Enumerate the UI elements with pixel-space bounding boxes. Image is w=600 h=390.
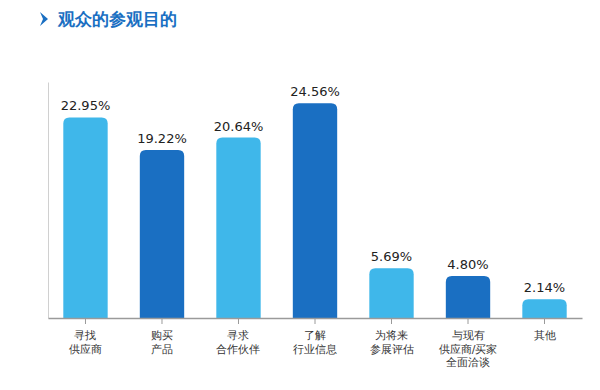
x-tick-label: 寻求合作伙伴 [216,329,260,356]
x-tick-mark [238,318,239,324]
data-label: 24.56% [290,84,340,99]
plot: 寻找供应商购买产品寻求合作伙伴了解行业信息为将来参展评估与现有供应商/买家全面洽… [49,83,583,370]
chart: 观众的参观目的寻找供应商购买产品寻求合作伙伴了解行业信息为将来参展评估与现有供应… [0,0,600,390]
x-tick-label: 购买产品 [151,329,173,356]
x-tick-mark [391,318,392,324]
data-labels: 22.95% 19.22% 20.64% 24.56% 5.69% 4.80% 2.14% [61,84,565,295]
bar [63,117,107,318]
x-tick-label-line: 全面洽谈 [446,356,490,369]
x-tick-mark [315,318,316,324]
data-label: 19.22% [137,131,187,146]
x-tick-mark [161,318,162,324]
x-tick-label-line: 参展评估 [370,343,414,356]
x-tick-label-line: 与现有 [452,329,485,342]
bar [522,299,566,318]
x-tick-mark [544,318,545,324]
x-tick: 了解行业信息 [293,318,337,356]
data-label: 22.95% [61,98,111,113]
y-axis-line [48,83,49,319]
x-tick-label: 其他 [534,329,556,342]
x-tick: 为将来参展评估 [370,318,414,356]
x-tick-label-line: 寻找 [74,329,96,342]
x-tick-label-line: 其他 [534,329,556,342]
bar [140,150,184,318]
x-tick: 购买产品 [151,318,173,356]
title-group: 观众的参观目的 [40,9,177,29]
data-label: 4.80% [447,257,488,272]
data-label: 2.14% [524,280,565,295]
bar [369,268,413,318]
x-tick: 寻求合作伙伴 [216,318,260,356]
y-axis [48,83,49,319]
bar [216,138,260,318]
data-label: 20.64% [214,119,264,134]
bars [63,103,566,318]
x-tick-label-line: 供应商/买家 [439,343,498,356]
x-tick-label-line: 寻求 [227,329,249,342]
x-axis: 寻找供应商购买产品寻求合作伙伴了解行业信息为将来参展评估与现有供应商/买家全面洽… [49,318,583,369]
x-tick-label-line: 为将来 [375,329,408,342]
x-tick-label: 为将来参展评估 [370,329,414,356]
data-label: 5.69% [371,249,412,264]
x-tick-label-line: 供应商 [69,343,102,356]
x-tick-label-line: 行业信息 [293,343,337,356]
title-bullet [40,12,48,26]
x-tick-label: 了解行业信息 [293,329,337,356]
bar [293,103,337,318]
x-tick-label-line: 产品 [151,343,173,356]
x-tick-label-line: 了解 [304,329,326,342]
x-tick-label: 寻找供应商 [69,329,102,356]
x-tick-mark [85,318,86,324]
x-tick: 与现有供应商/买家全面洽谈 [439,318,498,369]
x-tick: 其他 [534,318,556,342]
x-tick-label-line: 购买 [151,329,173,342]
x-tick-label: 与现有供应商/买家全面洽谈 [439,329,498,370]
bar [446,276,490,318]
x-tick-mark [468,318,469,324]
x-tick: 寻找供应商 [69,318,102,356]
title: 观众的参观目的 [57,9,177,29]
x-tick-label-line: 合作伙伴 [216,343,260,356]
